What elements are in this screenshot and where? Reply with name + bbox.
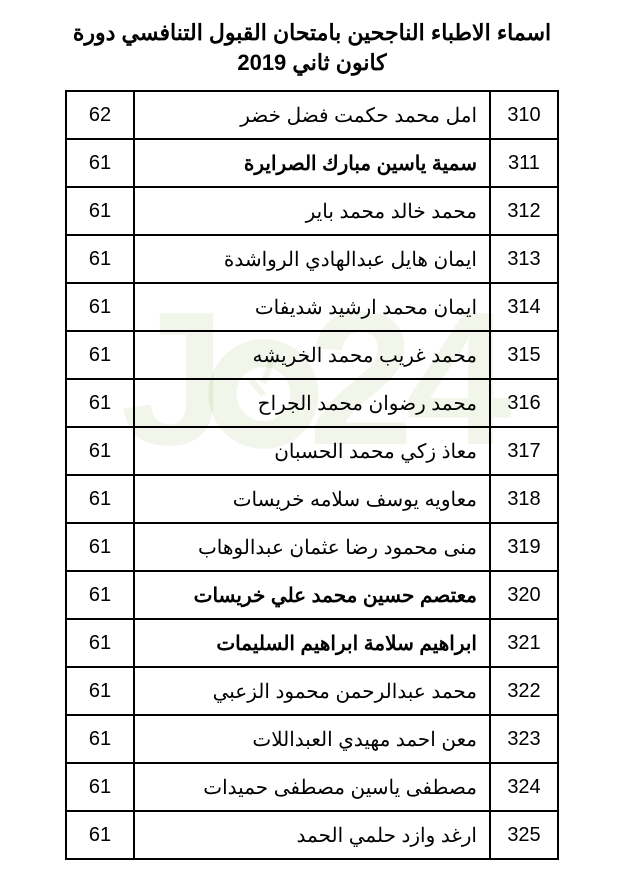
row-score: 61 [66,763,134,811]
row-name: ارغد وازد حلمي الحمد [134,811,490,859]
table-row: 319منى محمود رضا عثمان عبدالوهاب61 [66,523,558,571]
row-score: 61 [66,187,134,235]
row-name: معاذ زكي محمد الحسبان [134,427,490,475]
table-container: 310امل محمد حكمت فضل خضر62311سمية ياسين … [0,90,624,860]
table-row: 325ارغد وازد حلمي الحمد61 [66,811,558,859]
row-number: 321 [490,619,558,667]
row-name: امل محمد حكمت فضل خضر [134,91,490,139]
row-score: 61 [66,715,134,763]
row-name: معتصم حسين محمد علي خريسات [134,571,490,619]
row-name: ايمان محمد ارشيد شديفات [134,283,490,331]
page-title-line2: كانون ثاني 2019 [0,50,624,76]
row-name: معاويه يوسف سلامه خريسات [134,475,490,523]
row-name: مصطفى ياسين مصطفى حميدات [134,763,490,811]
table-row: 316محمد رضوان محمد الجراح61 [66,379,558,427]
table-row: 315محمد غريب محمد الخريشه61 [66,331,558,379]
page-content: اسماء الاطباء الناجحين بامتحان القبول ال… [0,0,624,860]
row-score: 61 [66,667,134,715]
table-row: 312محمد خالد محمد باير61 [66,187,558,235]
row-number: 312 [490,187,558,235]
table-row: 313ايمان هايل عبدالهادي الرواشدة61 [66,235,558,283]
row-number: 320 [490,571,558,619]
row-score: 61 [66,235,134,283]
table-row: 317معاذ زكي محمد الحسبان61 [66,427,558,475]
row-name: محمد خالد محمد باير [134,187,490,235]
row-score: 61 [66,331,134,379]
row-name: سمية ياسين مبارك الصرايرة [134,139,490,187]
row-name: منى محمود رضا عثمان عبدالوهاب [134,523,490,571]
row-name: معن احمد مهيدي العبداللات [134,715,490,763]
row-number: 322 [490,667,558,715]
page-title-line1: اسماء الاطباء الناجحين بامتحان القبول ال… [0,20,624,46]
row-number: 325 [490,811,558,859]
table-row: 320معتصم حسين محمد علي خريسات61 [66,571,558,619]
row-number: 310 [490,91,558,139]
row-number: 314 [490,283,558,331]
row-score: 61 [66,379,134,427]
row-name: ايمان هايل عبدالهادي الرواشدة [134,235,490,283]
table-row: 318معاويه يوسف سلامه خريسات61 [66,475,558,523]
row-number: 323 [490,715,558,763]
row-number: 315 [490,331,558,379]
table-row: 323معن احمد مهيدي العبداللات61 [66,715,558,763]
row-score: 62 [66,91,134,139]
row-score: 61 [66,619,134,667]
row-number: 316 [490,379,558,427]
table-row: 324مصطفى ياسين مصطفى حميدات61 [66,763,558,811]
row-number: 317 [490,427,558,475]
row-number: 319 [490,523,558,571]
row-number: 324 [490,763,558,811]
table-row: 310امل محمد حكمت فضل خضر62 [66,91,558,139]
row-name: محمد غريب محمد الخريشه [134,331,490,379]
table-row: 322محمد عبدالرحمن محمود الزعبي61 [66,667,558,715]
row-score: 61 [66,523,134,571]
row-name: محمد رضوان محمد الجراح [134,379,490,427]
row-number: 313 [490,235,558,283]
row-name: محمد عبدالرحمن محمود الزعبي [134,667,490,715]
row-number: 311 [490,139,558,187]
table-row: 321ابراهيم سلامة ابراهيم السليمات61 [66,619,558,667]
table-row: 311سمية ياسين مبارك الصرايرة61 [66,139,558,187]
results-table: 310امل محمد حكمت فضل خضر62311سمية ياسين … [65,90,559,860]
row-score: 61 [66,427,134,475]
row-name: ابراهيم سلامة ابراهيم السليمات [134,619,490,667]
row-score: 61 [66,811,134,859]
row-number: 318 [490,475,558,523]
row-score: 61 [66,571,134,619]
row-score: 61 [66,139,134,187]
table-row: 314ايمان محمد ارشيد شديفات61 [66,283,558,331]
row-score: 61 [66,283,134,331]
row-score: 61 [66,475,134,523]
